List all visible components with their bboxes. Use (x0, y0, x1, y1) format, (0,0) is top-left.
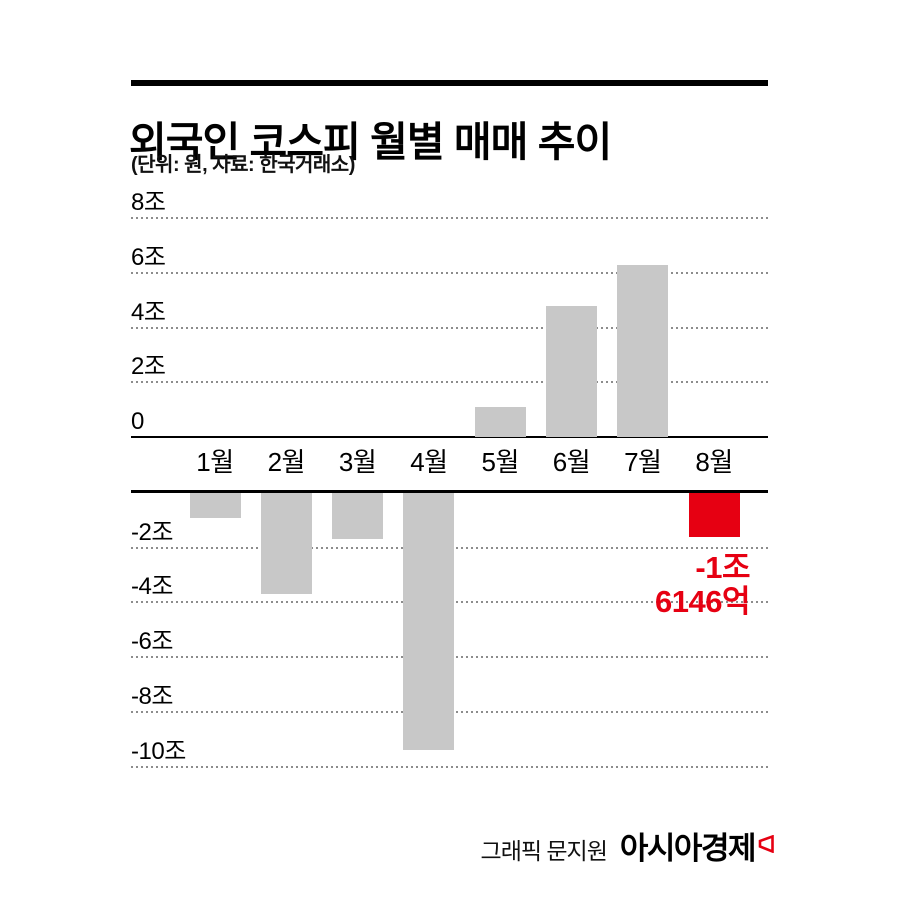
bar-7월 (617, 264, 669, 437)
x-label-3월: 3월 (338, 447, 377, 477)
x-label-5월: 5월 (481, 447, 519, 477)
gridline-6 (131, 271, 768, 274)
highlight-value-annotation: -1조 6146억 (655, 551, 750, 619)
y-tick-label--6: -6조 (131, 628, 173, 656)
y-tick-label--2: -2조 (131, 518, 173, 546)
bar-5월 (474, 406, 526, 437)
gridline-8 (131, 217, 768, 220)
x-label-7월: 7월 (624, 447, 662, 477)
y-tick-label-8: 8조 (131, 189, 166, 217)
gridline-4 (131, 326, 768, 329)
bar-2월 (260, 493, 312, 595)
gridline-2 (131, 381, 768, 384)
gridline--10 (131, 765, 768, 768)
annotation-line-2: 6146억 (655, 584, 750, 619)
x-label-2월: 2월 (267, 447, 306, 477)
y-tick-label--10: -10조 (131, 737, 186, 765)
annotation-line-1: -1조 (695, 550, 750, 585)
header-rule (131, 80, 768, 86)
graphic-credit: 그래픽 문지원 (480, 838, 608, 864)
y-tick-label-4: 4조 (131, 298, 166, 326)
y-tick-label-2: 2조 (131, 353, 166, 381)
bar-8월 (688, 493, 740, 538)
x-label-4월: 4월 (410, 447, 448, 477)
bar-4월 (403, 493, 455, 751)
asiae-flag-icon (758, 835, 774, 853)
bar-1월 (189, 493, 241, 518)
bar-3월 (332, 493, 384, 540)
y-tick-label-0: 0 (131, 408, 144, 435)
x-label-1월: 1월 (196, 447, 234, 477)
x-label-8월: 8월 (695, 447, 733, 477)
y-tick-label--4: -4조 (131, 573, 173, 601)
y-tick-label--8: -8조 (131, 682, 173, 710)
chart-unit-source-note: (단위: 원, 자료: 한국거래소) (131, 154, 355, 176)
zero-axis-lower-line (131, 490, 768, 493)
brand-logotype: 아시아경제 (619, 831, 757, 866)
y-tick-label-6: 6조 (131, 243, 166, 271)
zero-axis-upper-line (131, 436, 768, 438)
page-title: 외국인 코스피 월별 매매 추이 (129, 119, 612, 166)
x-label-6월: 6월 (552, 447, 591, 477)
bar-6월 (546, 305, 597, 437)
credit-footer: 그래픽 문지원 아시아경제 (481, 823, 775, 868)
